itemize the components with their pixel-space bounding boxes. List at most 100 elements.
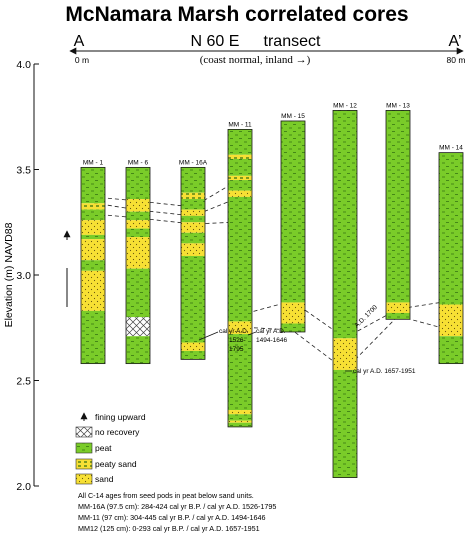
core-outline — [385, 110, 411, 320]
age-leader-mm16a — [198, 331, 219, 341]
correlation-line-1700-top — [239, 300, 451, 339]
correlation-line-1700-base — [239, 315, 451, 371]
core-unit-peat — [386, 312, 410, 320]
correlation-line-lower — [93, 213, 241, 225]
core-unit-peat — [126, 336, 150, 364]
legend-label-sand: sand — [95, 474, 114, 484]
note-line-1: All C-14 ages from seed pods in peat bel… — [78, 491, 254, 500]
core-unit-sand — [228, 321, 252, 335]
y-tick-label: 3.5 — [16, 165, 31, 177]
core-unit-sand — [181, 222, 205, 233]
core-name-label: MM - 14 — [439, 145, 463, 152]
core-unit-peat — [281, 120, 305, 303]
core-outline — [280, 120, 306, 333]
core-unit-sand — [181, 342, 205, 351]
core-outline — [80, 166, 106, 365]
core-unit-peat — [333, 110, 357, 339]
core-unit-peat — [181, 167, 205, 193]
core-unit-peat — [228, 129, 252, 155]
core-unit-peat — [439, 336, 463, 364]
legend-label-peaty-sand: peaty sand — [95, 459, 137, 469]
core-outline — [125, 166, 151, 365]
core-outline — [227, 129, 253, 428]
transect-name: transect — [264, 33, 321, 50]
age-label-mm12: cal yr A.D. 1657-1951 — [353, 368, 416, 375]
note-line-3: MM-11 (97 cm): 304-445 cal yr B.P. / cal… — [78, 513, 266, 522]
core-unit-peat — [81, 209, 105, 221]
core-unit-no-recovery — [126, 317, 150, 337]
core-unit-sand — [126, 220, 150, 229]
core-outline — [438, 152, 464, 365]
core-name-label: MM - 12 — [333, 102, 357, 109]
core-7: MM - 13 — [385, 102, 411, 320]
core-name-label: MM - 13 — [386, 102, 410, 109]
core-unit-sand — [81, 220, 105, 235]
core-unit-sand — [181, 209, 205, 216]
age-label-mm16a-line3: 1795 — [229, 346, 244, 353]
y-axis-ticks: 4.0 3.5 3.0 2.5 2.0 — [16, 59, 39, 493]
core-unit-sand — [81, 239, 105, 261]
core-unit-peat — [228, 334, 252, 411]
core-unit-sand — [228, 190, 252, 197]
correlation-line-upper — [93, 178, 241, 208]
y-axis-label: Elevation (m) NAVD88 — [3, 222, 15, 327]
core-unit-peat — [228, 180, 252, 191]
core-unit-peat — [126, 211, 150, 221]
core-unit-peat — [181, 215, 205, 223]
core-unit-peat — [181, 350, 205, 360]
transect-start-distance: 0 m — [75, 55, 89, 65]
core-unit-sand — [126, 199, 150, 212]
core-unit-sand — [386, 302, 410, 313]
core-unit-peat — [281, 323, 305, 332]
core-unit-peat — [181, 199, 205, 210]
transect-start-label: A — [74, 33, 85, 50]
core-2: MM - 6 — [125, 159, 151, 365]
core-columns: MM - 1 MM - 6 MM - 16A MM - 11 MM - 15 MM - 1… — [80, 102, 464, 478]
core-6: MM - 12 — [332, 102, 358, 478]
core-unit-sand — [228, 410, 252, 415]
correlation-line-middle — [93, 196, 241, 217]
core-unit-peat — [81, 260, 105, 271]
core-unit-peaty-sand — [181, 192, 205, 200]
core-unit-peat — [228, 414, 252, 421]
core-1: MM - 1 — [80, 159, 106, 365]
core-name-label: MM - 16A — [179, 159, 208, 166]
core-name-label: MM - 15 — [281, 113, 305, 120]
core-4: MM - 11 — [227, 121, 253, 428]
legend-swatch-no-recovery — [75, 426, 93, 438]
core-unit-peat — [126, 228, 150, 238]
core-unit-peat — [81, 234, 105, 240]
core-unit-peat — [81, 310, 105, 364]
core-unit-peat — [228, 196, 252, 322]
core-unit-sand — [333, 338, 357, 370]
legend: fining upward no recovery peat peaty san… — [75, 412, 146, 485]
legend-swatch-peat — [75, 442, 93, 454]
core-outline — [332, 110, 358, 478]
figure-title: McNamara Marsh correlated cores — [65, 3, 408, 26]
core-unit-peaty-sand — [81, 203, 105, 210]
correlation-lines — [93, 178, 451, 371]
core-name-label: MM - 11 — [228, 121, 252, 128]
core-5: MM - 15 — [280, 113, 306, 333]
transect-note: (coast normal, inland →) — [200, 54, 311, 66]
age-leader-mm11 — [247, 331, 257, 336]
legend-label-no-recovery: no recovery — [95, 427, 140, 437]
y-tick-label: 3.0 — [16, 270, 31, 282]
legend-label-fining-upward: fining upward — [95, 412, 146, 422]
core-unit-peat — [181, 232, 205, 244]
core-unit-peat — [228, 422, 252, 427]
core-3: MM - 16A — [179, 159, 208, 360]
core-unit-peat — [333, 369, 357, 478]
core-outline — [180, 166, 206, 360]
age-label-mm16a-line1: cal yr A.D. — [219, 328, 249, 335]
core-unit-peat — [181, 256, 205, 343]
core-unit-peat — [386, 110, 410, 303]
age-label-mm11-line1: cal yr A.D. — [256, 328, 286, 335]
core-name-label: MM - 1 — [83, 159, 104, 166]
core-unit-sand — [228, 420, 252, 423]
y-tick-label: 2.0 — [16, 481, 31, 493]
core-unit-peat — [81, 167, 105, 204]
note-line-4: MM12 (125 cm): 0-293 cal yr B.P. / cal y… — [78, 524, 260, 533]
core-name-label: MM - 6 — [128, 159, 149, 166]
